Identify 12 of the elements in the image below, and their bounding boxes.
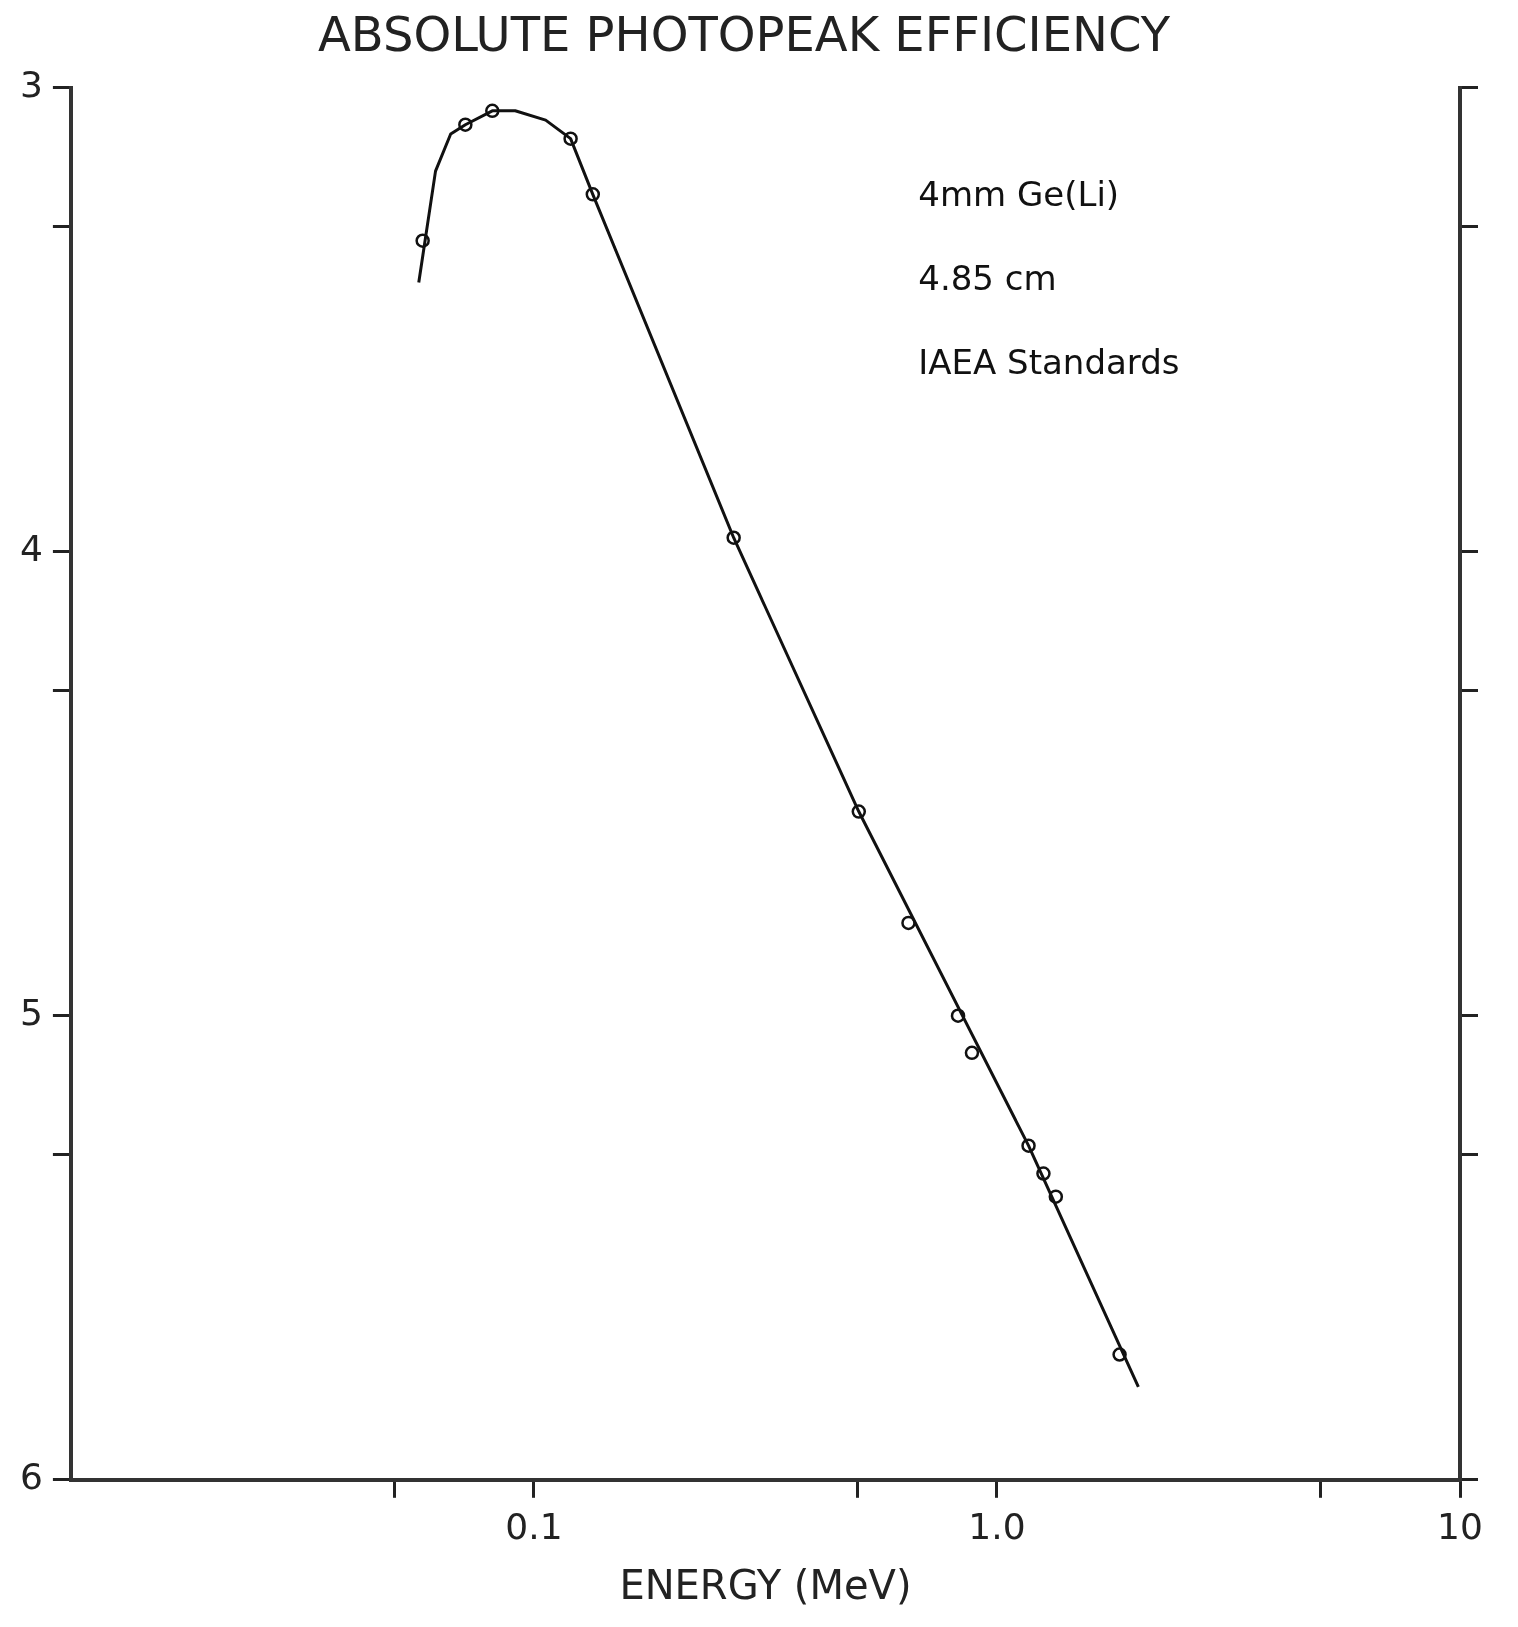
x-tick-label: 10 [1437, 1505, 1483, 1547]
annotation: 4mm Ge(Li) [918, 174, 1120, 215]
chart-title: ABSOLUTE PHOTOPEAK EFFICIENCY [318, 6, 1171, 63]
y-tick-label: 5 [20, 992, 43, 1034]
x-tick-label: 1.0 [968, 1505, 1026, 1547]
annotation: IAEA Standards [918, 342, 1180, 383]
annotation: 4.85 cm [918, 258, 1057, 299]
y-tick-label: 3 [20, 63, 43, 105]
y-tick-label: 4 [20, 528, 43, 570]
y-tick-label: 6 [20, 1456, 43, 1498]
x-axis-title: ENERGY (MeV) [619, 1562, 912, 1609]
x-tick-label: 0.1 [505, 1505, 563, 1547]
